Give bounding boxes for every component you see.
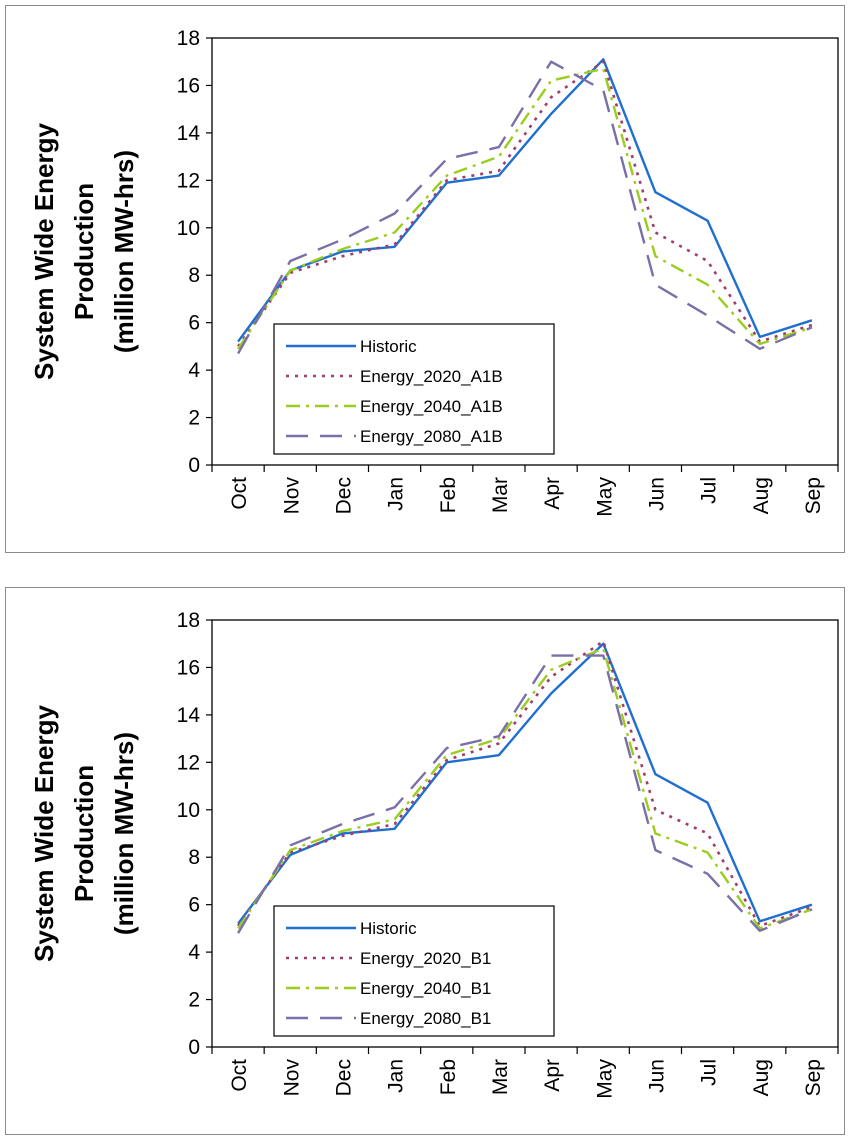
y-tick-label: 14: [177, 122, 201, 145]
series-line-energy-2080-b1: [237, 654, 813, 934]
chart-panel-b1: 0 2 4 6 8 10 12 14 16 18 Oct Nov Dec Jan Feb Mar Apr May J…: [5, 587, 845, 1135]
x-tick-label-sep: Sep: [802, 477, 825, 514]
x-tick-label-dec: Dec: [332, 477, 355, 514]
x-tick-label-apr: Apr: [541, 477, 564, 510]
legend-label: Historic: [360, 337, 417, 356]
series-line-energy-2020-a1b: [237, 60, 813, 348]
y-tick-label: 4: [188, 359, 200, 382]
y-tick-label: 18: [177, 27, 200, 50]
chart-a1b: 0 2 4 6 8 10 12 14 16 18 Oct Nov Dec Jan Feb Mar Apr May J…: [29, 27, 839, 517]
legend-label: Energy_2040_B1: [360, 979, 491, 998]
legend: Historic Energy_2020_B1 Energy_2040_B1 Ener…: [273, 905, 555, 1037]
y-tick-label: 16: [177, 74, 200, 97]
x-tick-label-sep: Sep: [802, 1059, 825, 1096]
x-tick-label-mar: Mar: [489, 477, 512, 513]
y-tick-label: 10: [177, 217, 200, 240]
x-tick-label-jul: Jul: [698, 1059, 721, 1086]
y-tick-label: 0: [188, 454, 200, 477]
x-tick-label-nov: Nov: [280, 477, 303, 515]
y-tick-label: 14: [177, 704, 201, 727]
legend: Historic Energy_2020_A1B Energy_2040_A1B En…: [273, 323, 555, 455]
y-tick-label: 2: [188, 407, 200, 430]
x-tick-label-oct: Oct: [228, 1059, 251, 1092]
x-tick-label-feb: Feb: [437, 1059, 460, 1095]
y-axis-title-line-2: Production: [69, 183, 99, 320]
x-tick-label-dec: Dec: [332, 1059, 355, 1096]
chart-panel-a1b: 0 2 4 6 8 10 12 14 16 18 Oct Nov Dec Jan Feb Mar Apr May J…: [5, 5, 845, 553]
chart-b1: 0 2 4 6 8 10 12 14 16 18 Oct Nov Dec Jan Feb Mar Apr May J…: [29, 609, 839, 1099]
series-line-historic: [237, 642, 813, 925]
x-tick-label-oct: Oct: [228, 477, 251, 510]
legend-label: Historic: [360, 919, 417, 938]
x-tick-label-apr: Apr: [541, 1059, 564, 1092]
y-tick-label: 12: [177, 169, 200, 192]
y-tick-label: 4: [188, 941, 200, 964]
x-tick-label-jul: Jul: [698, 477, 721, 504]
legend-label: Energy_2020_A1B: [360, 367, 503, 386]
legend-label: Energy_2020_B1: [360, 949, 491, 968]
y-tick-label: 8: [188, 846, 200, 869]
x-tick-label-may: May: [593, 477, 616, 517]
y-tick-label: 6: [188, 894, 200, 917]
y-tick-label: 10: [177, 799, 200, 822]
x-tick-label-aug: Aug: [750, 1059, 773, 1096]
x-tick-label-aug: Aug: [750, 477, 773, 514]
y-axis-title-line-2: Production: [69, 765, 99, 902]
x-tick-label-jun: Jun: [645, 477, 668, 511]
x-tick-label-mar: Mar: [489, 1059, 512, 1095]
y-axis-title-line-1: System Wide Energy: [29, 122, 59, 380]
x-tick-label-nov: Nov: [280, 1059, 303, 1097]
y-tick-label: 0: [188, 1036, 200, 1059]
legend-label: Energy_2080_B1: [360, 1009, 491, 1028]
y-tick-label: 2: [188, 989, 200, 1012]
x-tick-label-may: May: [593, 1059, 616, 1099]
y-tick-label: 18: [177, 609, 200, 632]
y-axis-title-line-1: System Wide Energy: [29, 704, 59, 962]
y-axis-title-line-3: (million MW-hrs): [109, 150, 139, 353]
y-tick-label: 8: [188, 264, 200, 287]
series-line-historic: [237, 58, 813, 343]
series-line-energy-2080-a1b: [237, 60, 813, 355]
y-axis-title-line-3: (million MW-hrs): [109, 732, 139, 935]
series-line-energy-2040-a1b: [237, 67, 813, 350]
x-tick-label-jan: Jan: [385, 477, 408, 511]
x-tick-label-jun: Jun: [645, 1059, 668, 1093]
x-tick-label-feb: Feb: [437, 477, 460, 513]
legend-label: Energy_2040_A1B: [360, 397, 503, 416]
y-tick-label: 12: [177, 751, 200, 774]
series-line-energy-2020-b1: [237, 639, 813, 928]
x-tick-label-jan: Jan: [385, 1059, 408, 1093]
series-line-energy-2040-b1: [237, 647, 813, 930]
y-tick-label: 16: [177, 656, 200, 679]
legend-label: Energy_2080_A1B: [360, 427, 503, 446]
y-tick-label: 6: [188, 312, 200, 335]
